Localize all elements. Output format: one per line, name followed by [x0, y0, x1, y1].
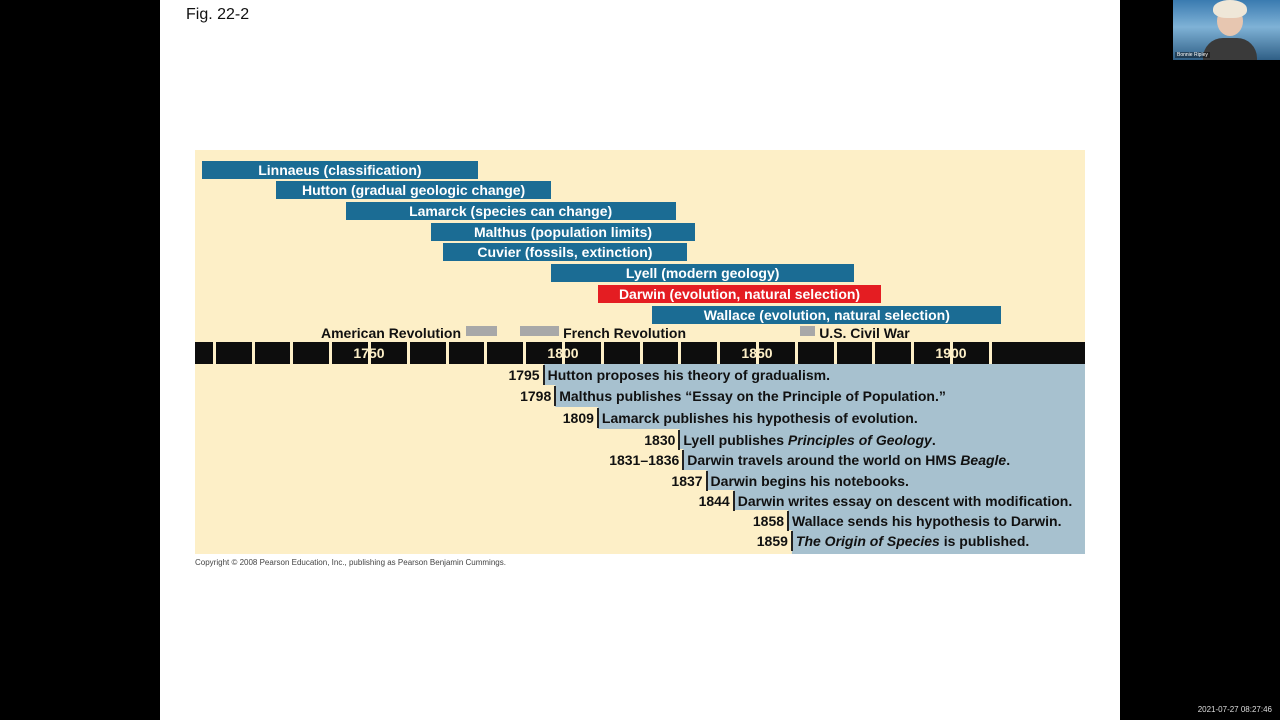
milestone-year: 1809 [562, 410, 594, 426]
axis-tick [833, 342, 837, 364]
milestone-text-part: Lamarck publishes his hypothesis of evol… [601, 410, 918, 426]
milestone-text-italic: Principles of Geology [787, 432, 932, 448]
axis-tick [251, 342, 255, 364]
milestone-text-part: Hutton proposes his theory of gradualism… [547, 367, 830, 383]
axis-tick [600, 342, 604, 364]
axis-tick-label: 1750 [353, 345, 385, 361]
person-bar: Malthus (population limits) [431, 223, 695, 241]
person-bar: Linnaeus (classification) [202, 161, 478, 179]
axis-tick [756, 342, 759, 364]
axis-tick [290, 342, 294, 364]
milestone-text-italic: Beagle [960, 452, 1007, 468]
axis-tick [368, 342, 371, 364]
axis-tick [639, 342, 643, 364]
milestone-year: 1837 [671, 473, 703, 489]
milestone-text: Lyell publishes Principles of Geology. [683, 431, 935, 449]
milestone-marker [596, 408, 599, 428]
person-bar: Cuvier (fossils, extinction) [442, 243, 688, 261]
person-bar: Hutton (gradual geologic change) [275, 181, 552, 199]
presenter-hair [1213, 0, 1247, 18]
milestone-marker [787, 511, 790, 531]
copyright-text: Copyright © 2008 Pearson Education, Inc.… [195, 558, 506, 567]
milestone-year: 1844 [698, 493, 730, 509]
person-bar: Lamarck (species can change) [345, 202, 676, 220]
figure-label: Fig. 22-2 [186, 6, 250, 23]
milestone-text: Darwin travels around the world on HMS B… [687, 451, 1010, 469]
axis-tick [794, 342, 798, 364]
milestone-marker [732, 491, 735, 511]
axis-tick [911, 342, 915, 364]
milestone-text-part: . [931, 432, 936, 448]
historical-event-bar [466, 326, 498, 336]
axis-tick-label: 1800 [547, 345, 579, 361]
presenter-body [1203, 38, 1257, 60]
axis-tick [484, 342, 488, 364]
person-bar: Lyell (modern geology) [551, 264, 854, 282]
axis-tick-label: 1850 [741, 345, 773, 361]
historical-event-bar [520, 326, 560, 336]
milestone-text: Hutton proposes his theory of gradualism… [548, 366, 830, 384]
axis-tick [523, 342, 527, 364]
axis-tick-label: 1900 [935, 345, 967, 361]
milestone-text: Darwin writes essay on descent with modi… [738, 492, 1073, 510]
axis-tick [562, 342, 565, 364]
historical-event-label: U.S. Civil War [819, 325, 910, 341]
milestone-text-part: . [1006, 452, 1011, 468]
milestone-text: The Origin of Species is published. [796, 532, 1029, 550]
milestone-text-italic: The Origin of Species [795, 533, 940, 549]
person-bar: Wallace (evolution, natural selection) [652, 306, 1002, 324]
milestone-text-part: Darwin writes essay on descent with modi… [737, 493, 1073, 509]
axis-tick [988, 342, 992, 364]
milestone-text: Malthus publishes “Essay on the Principl… [559, 387, 946, 405]
timeline-axis: 1750 1800 1850 1900 [195, 342, 1085, 364]
axis-tick [872, 342, 876, 364]
milestone-text-part: Malthus publishes “Essay on the Principl… [559, 388, 946, 404]
historical-event-bar [799, 326, 816, 336]
historical-event-label: American Revolution [321, 325, 462, 341]
historical-event-label: French Revolution [563, 325, 687, 341]
milestone-marker [678, 430, 681, 450]
recording-timestamp: 2021-07-27 08:27:46 [1197, 705, 1272, 714]
milestone-text-part: Darwin begins his notebooks. [710, 473, 909, 489]
milestone-text-part: Lyell publishes [683, 432, 788, 448]
milestone-year: 1795 [508, 367, 540, 383]
axis-tick [950, 342, 953, 364]
milestone-text: Lamarck publishes his hypothesis of evol… [602, 409, 918, 427]
axis-tick [445, 342, 449, 364]
axis-tick [212, 342, 216, 364]
milestone-year: 1830 [644, 432, 676, 448]
milestone-year: 1798 [520, 388, 552, 404]
milestone-year: 1858 [752, 513, 785, 529]
person-bar: Darwin (evolution, natural selection) [597, 285, 882, 303]
milestone-marker [542, 365, 545, 385]
milestone-marker [705, 471, 708, 491]
milestone-year: 1831–1836 [609, 452, 680, 468]
axis-tick [406, 342, 410, 364]
milestone-marker [682, 450, 685, 470]
axis-tick [329, 342, 333, 364]
webcam-name: Bonnie Ripley [1175, 52, 1210, 58]
milestone-text-part: is published. [939, 533, 1030, 549]
milestone-text-part: Wallace sends his hypothesis to Darwin. [792, 513, 1062, 529]
milestone-marker [790, 531, 793, 551]
milestone-marker [554, 386, 557, 406]
webcam-thumbnail: Bonnie Ripley [1173, 0, 1280, 60]
milestone-text: Wallace sends his hypothesis to Darwin. [792, 512, 1061, 530]
milestone-text: Darwin begins his notebooks. [711, 472, 909, 490]
axis-tick [678, 342, 682, 364]
milestone-text-part: Darwin travels around the world on HMS [687, 452, 961, 468]
axis-tick [717, 342, 721, 364]
milestone-year: 1859 [756, 533, 788, 549]
